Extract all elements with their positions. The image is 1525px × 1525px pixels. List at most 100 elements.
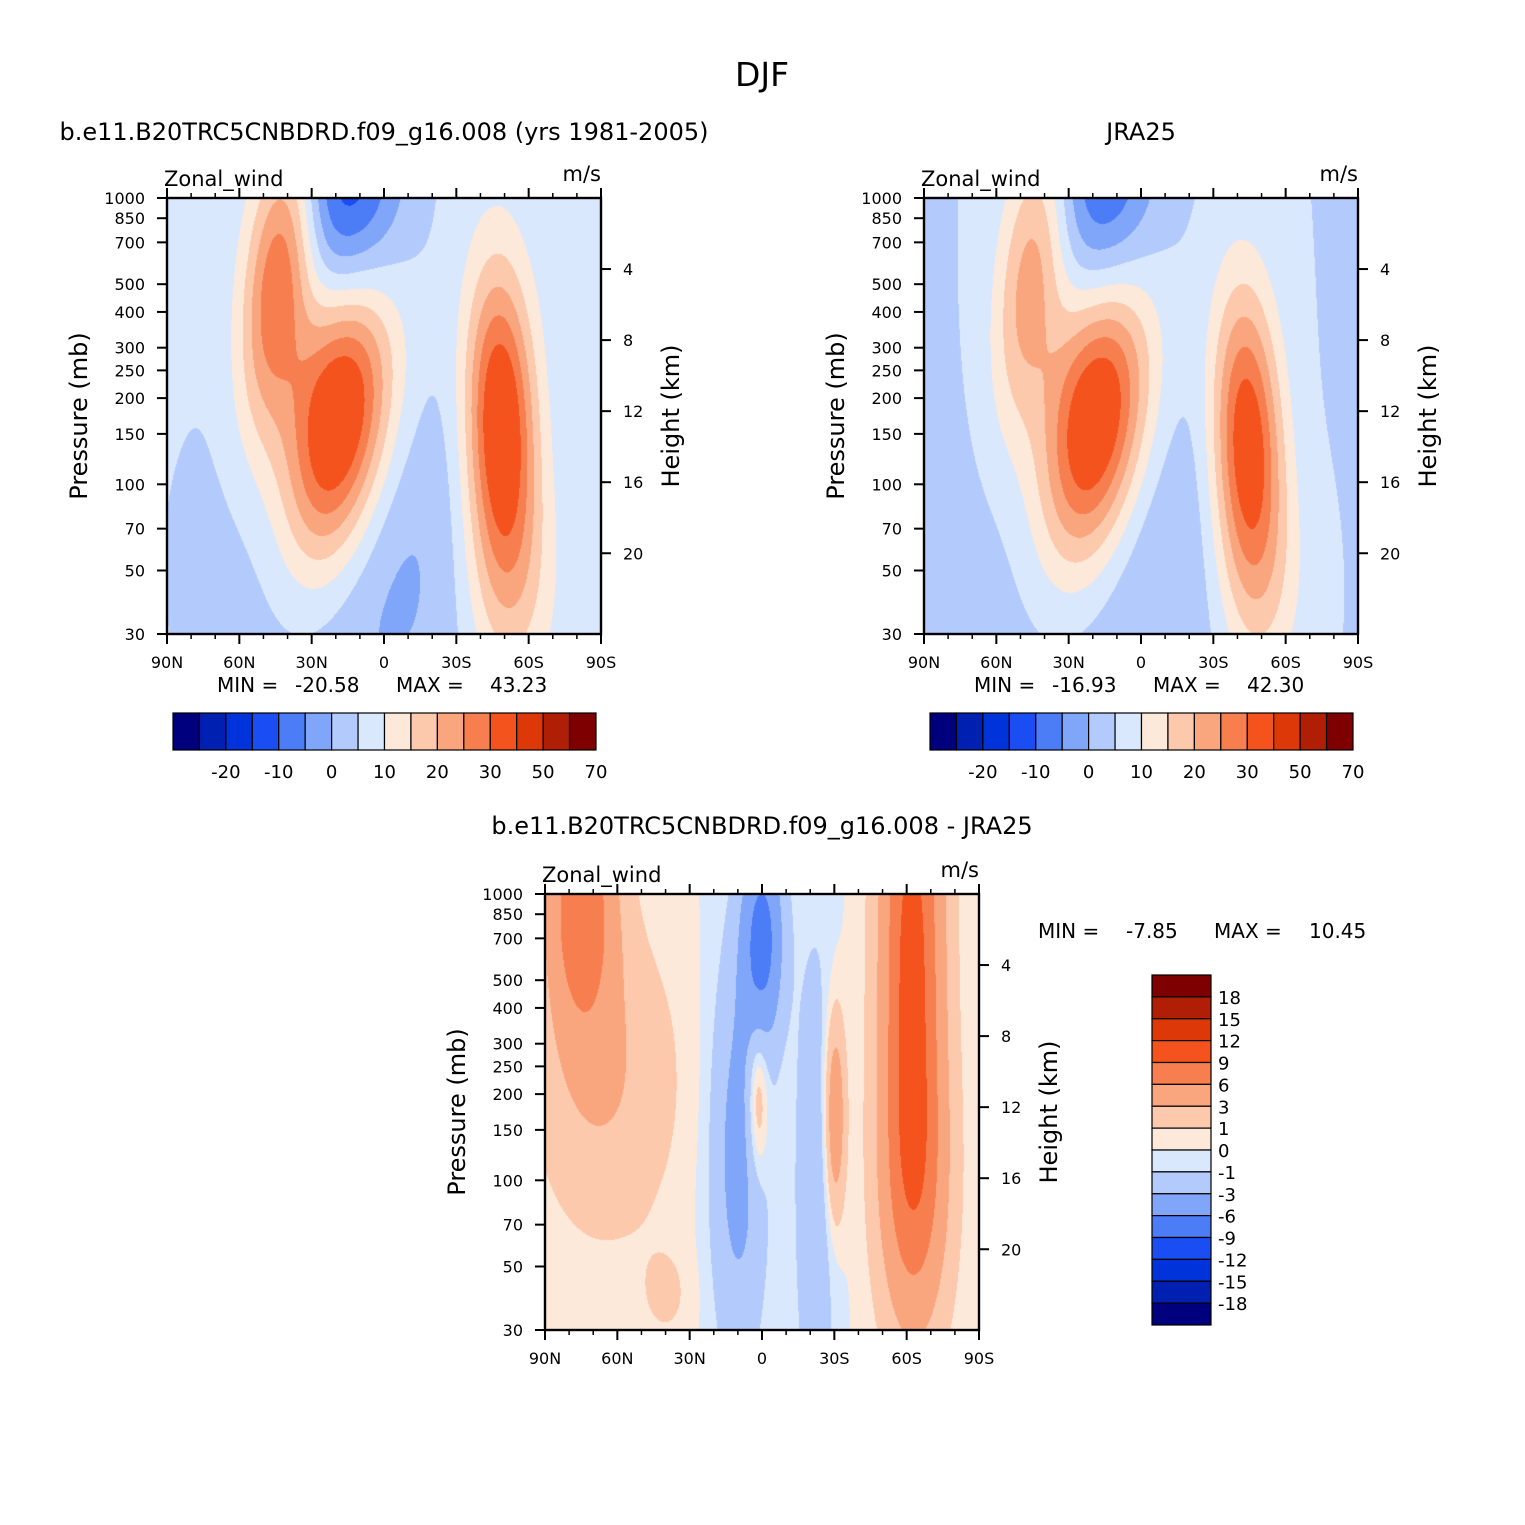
variable-label: Zonal_wind (921, 167, 1040, 192)
min-label: MIN = (1038, 919, 1099, 943)
height-tick-label: 8 (623, 331, 633, 350)
height-tick-label: 12 (623, 402, 643, 421)
y-tick-label: 100 (114, 475, 145, 494)
colorbar-box (436, 712, 465, 751)
height-tick-label: 4 (623, 260, 633, 279)
height-tick-label: 8 (1380, 331, 1390, 350)
colorbar-label: 6 (1218, 1075, 1229, 1096)
colorbar-label: 15 (1218, 1010, 1241, 1031)
panel-title: b.e11.B20TRC5CNBDRD.f09_g16.008 - JRA25 (491, 812, 1032, 840)
panel-obs: JRA25 Zonal_wind m/s 90N 60N 30N 0 30S 60S 90S 30 5… (822, 118, 1442, 783)
colorbar-label: 0 (326, 762, 337, 783)
height-tick-label: 20 (623, 544, 643, 563)
units-label: m/s (563, 162, 601, 186)
colorbar-box (542, 712, 571, 751)
y-tick-label: 300 (871, 339, 902, 358)
colorbar-box (1151, 1149, 1212, 1173)
colorbar-label: 20 (1183, 762, 1206, 783)
colorbar-box (516, 712, 544, 751)
colorbar-label: -20 (968, 762, 997, 783)
x-tick-label: 30S (441, 653, 472, 672)
x-tick-label: 30S (819, 1349, 850, 1368)
colorbar-box (1140, 712, 1169, 751)
colorbar-label: -15 (1218, 1272, 1247, 1293)
y-axis-label: Pressure (mb) (443, 1028, 471, 1195)
colorbar-box (357, 712, 386, 751)
x-tick-label: 90N (529, 1349, 561, 1368)
y-tick-label: 200 (492, 1085, 523, 1104)
x-tick-label: 0 (757, 1349, 767, 1368)
colorbar-box (1151, 1105, 1212, 1129)
colorbar: -20 -10 0 10 20 30 50 70 (929, 712, 1364, 783)
colorbar-box (489, 712, 518, 751)
max-label: MAX = (1153, 673, 1221, 697)
panel-title: JRA25 (1104, 118, 1176, 146)
colorbar-box (1151, 1215, 1212, 1239)
colorbar-box (1151, 1127, 1212, 1151)
colorbar-box (1151, 1302, 1212, 1326)
colorbar-box (929, 712, 958, 751)
colorbar-box (1193, 712, 1222, 751)
height-tick-label: 16 (1001, 1169, 1021, 1188)
y-tick-label: 100 (871, 475, 902, 494)
y-tick-label: 700 (492, 929, 523, 948)
y-tick-label: 300 (114, 339, 145, 358)
right-axis-label: Height (km) (657, 345, 685, 488)
height-tick-label: 4 (1380, 260, 1390, 279)
x-tick-label: 30N (296, 653, 328, 672)
variable-label: Zonal_wind (164, 167, 283, 192)
colorbar-box (1035, 712, 1063, 751)
colorbar-box (1299, 712, 1328, 751)
max-label: MAX = (1214, 919, 1282, 943)
y-tick-label: 850 (114, 209, 145, 228)
colorbar-box (1008, 712, 1037, 751)
colorbar-box (251, 712, 280, 751)
colorbar-box (1151, 1040, 1212, 1064)
colorbar-box (1220, 712, 1248, 751)
colorbar-box (1151, 974, 1212, 998)
colorbar-box (225, 712, 253, 751)
x-tick-label: 90S (1343, 653, 1374, 672)
x-tick-label: 90N (908, 653, 940, 672)
height-tick-label: 8 (1001, 1027, 1011, 1046)
y-tick-label: 150 (492, 1121, 523, 1140)
height-tick-label: 12 (1380, 402, 1400, 421)
figure-title: DJF (735, 55, 789, 94)
min-value: -20.58 (295, 673, 359, 697)
colorbar-label: -6 (1218, 1207, 1236, 1228)
y-tick-label: 500 (871, 275, 902, 294)
min-label: MIN = (974, 673, 1035, 697)
x-tick-label: 90S (964, 1349, 995, 1368)
y-tick-label: 70 (503, 1216, 523, 1235)
colorbar-label: 18 (1218, 988, 1241, 1009)
max-value: 42.30 (1247, 673, 1304, 697)
y-tick-label: 250 (871, 361, 902, 380)
y-tick-label: 1000 (861, 189, 902, 208)
y-tick-label: 850 (871, 209, 902, 228)
contour-field (545, 894, 979, 1330)
x-tick-label: 60N (223, 653, 255, 672)
x-tick-label: 60N (601, 1349, 633, 1368)
x-tick-label: 60S (513, 653, 544, 672)
colorbar-box (463, 712, 491, 751)
colorbar-label: -18 (1218, 1294, 1247, 1315)
x-tick-label: 60N (980, 653, 1012, 672)
colorbar-box (1151, 1236, 1212, 1260)
x-tick-label: 30S (1198, 653, 1229, 672)
colorbar-label: 12 (1218, 1032, 1241, 1053)
y-tick-label: 300 (492, 1035, 523, 1054)
min-value: -7.85 (1126, 919, 1178, 943)
y-tick-label: 400 (114, 303, 145, 322)
colorbar-label: 10 (1130, 762, 1153, 783)
colorbar-box (1151, 1193, 1212, 1217)
colorbar-label: 10 (373, 762, 396, 783)
y-tick-label: 30 (125, 625, 145, 644)
colorbar-box (955, 712, 984, 751)
contour-field (167, 198, 601, 634)
colorbar-label: -10 (264, 762, 293, 783)
colorbar-box (982, 712, 1010, 751)
y-tick-label: 30 (503, 1321, 523, 1340)
height-tick-label: 16 (1380, 473, 1400, 492)
